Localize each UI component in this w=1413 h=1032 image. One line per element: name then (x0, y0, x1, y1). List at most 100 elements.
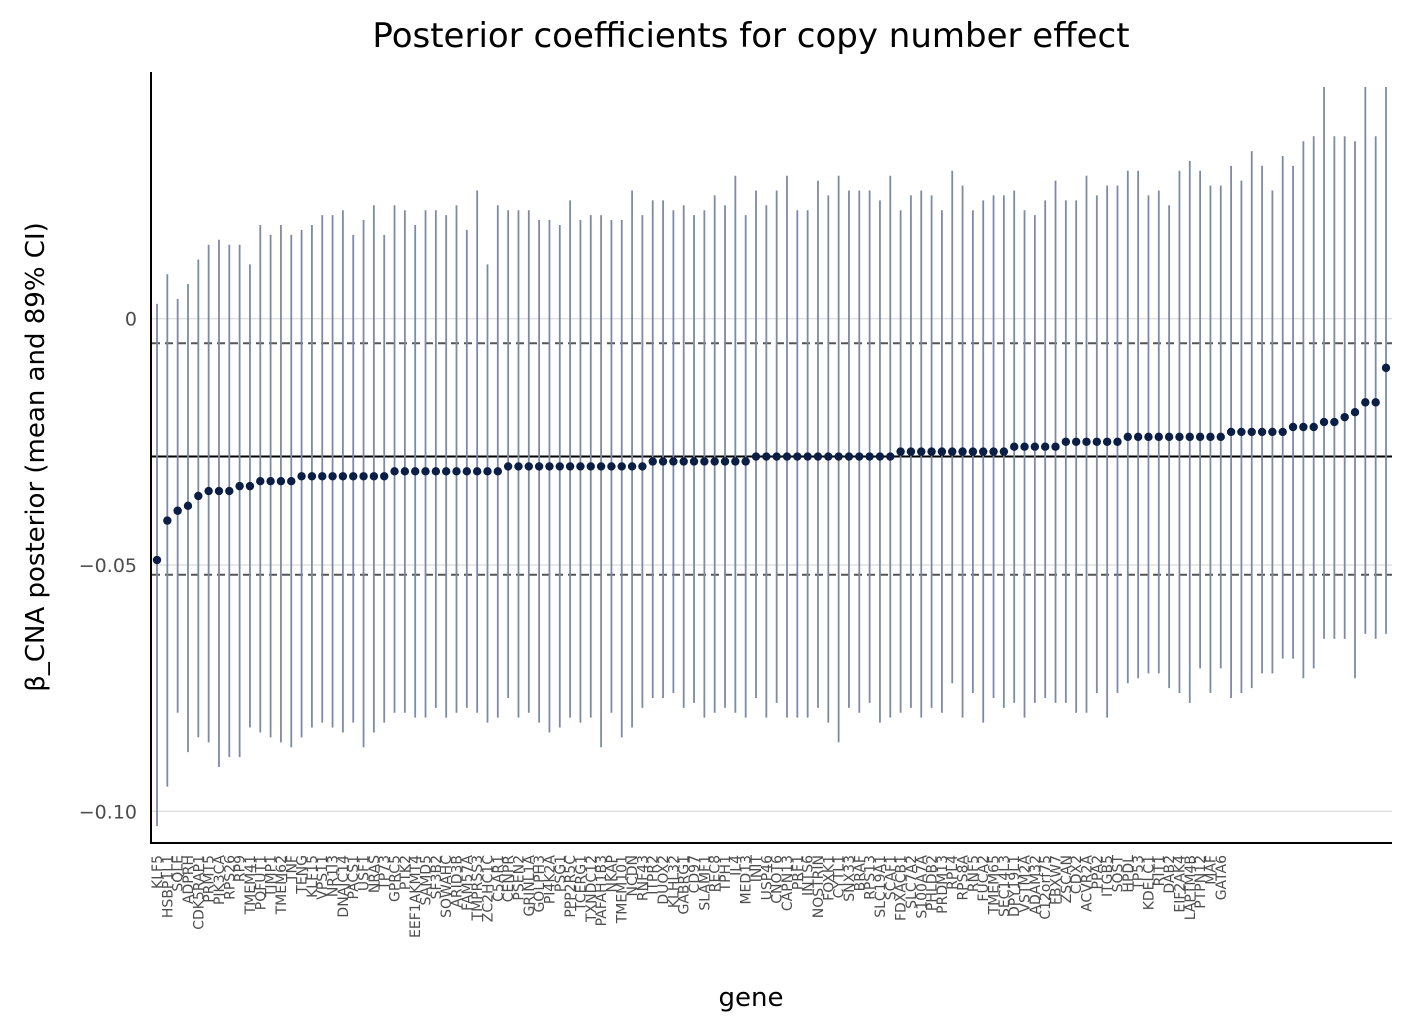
point-undefined (1361, 398, 1370, 407)
point-INIT (751, 452, 761, 461)
y-axis-title: β_CNA posterior (mean and 89% CI) (21, 222, 51, 692)
point-HPDL (1123, 432, 1133, 442)
point-undefined (1288, 422, 1298, 432)
x-tick-label: IL4 (728, 855, 744, 876)
point-TMEM65 (989, 447, 998, 456)
point-undefined (1330, 417, 1339, 427)
x-tick-label: LAPTM4B (1183, 855, 1199, 920)
x-tick-label: NRAS (367, 855, 383, 893)
point-NCDN (627, 462, 637, 471)
point-RPS13 (865, 452, 874, 461)
x-tick-label: RPS26 (222, 855, 238, 900)
point-PAFAH1B3 (596, 462, 606, 471)
point-POFUT1 (256, 476, 265, 486)
point-RNF43 (638, 462, 647, 471)
x-tick-label: FDXACB1 (894, 855, 910, 921)
x-tick-label: POFUT1 (253, 855, 269, 910)
point-TXNDC12 (586, 462, 595, 471)
x-tick-label: PTPN12 (1193, 855, 1209, 909)
x-tick-label: PTK2 (398, 855, 414, 890)
x-tick-label: SLAMF1 (697, 855, 713, 911)
x-tick-label: TCERG1 (573, 855, 589, 912)
point-RP9 (235, 481, 244, 491)
x-tick-label: VPS11 (315, 855, 331, 900)
x-tick-label: ITPR2 (646, 855, 662, 895)
point-KLF5 (152, 555, 162, 565)
x-tick-label: FUCA2 (976, 855, 992, 902)
point-FBXW7 (1051, 442, 1060, 451)
point-undefined (1268, 427, 1277, 437)
x-tick-label: TP73 (377, 855, 393, 891)
x-tick-label: RP9 (233, 855, 249, 882)
point-SLC19A1 (875, 452, 885, 461)
point-KDELC1 (1144, 432, 1153, 442)
point-undefined (1371, 398, 1380, 407)
x-tick-label: TMPRSS3 (470, 855, 486, 921)
x-tick-label: RPS8A (956, 855, 972, 901)
x-tick-label: NOSTRIN (811, 855, 827, 918)
x-tick-label: CDX2 (1069, 855, 1085, 894)
x-tick-label: DPY19L1 (1007, 855, 1023, 917)
point-DPY19L1 (1010, 442, 1019, 451)
point-FAM57A (462, 467, 472, 476)
x-tick-label: RNF43 (635, 855, 651, 901)
point-undefined (1340, 412, 1349, 422)
point-TP73 (380, 472, 389, 481)
point-PACS1 (349, 472, 358, 481)
point-undefined (1309, 422, 1318, 432)
point-EIF2AK4 (1175, 432, 1184, 442)
point-PHLDB2 (927, 447, 936, 456)
x-tick-label: PSG1 (553, 855, 569, 892)
point-TMPRSS3 (472, 467, 482, 476)
point-TNF (287, 476, 296, 486)
x-tick-label: PRMT5 (202, 855, 218, 903)
x-tick-label: DAB2 (1162, 855, 1178, 894)
point-TPH1 (720, 457, 730, 466)
x-tick-label: DUOX2 (656, 855, 672, 905)
point-PRF1 (793, 452, 802, 461)
x-tick-label: SLC7A2 (904, 855, 920, 909)
x-tick-label: HPDL (1121, 855, 1137, 893)
axes (150, 72, 1392, 844)
point-BRAF (855, 452, 864, 461)
point-GATA6 (1216, 432, 1225, 442)
point-FOXK1 (824, 452, 833, 461)
x-tick-label: TP53 (1131, 855, 1147, 891)
x-tick-label: GOLPH3 (532, 855, 548, 913)
point-GOLPH3 (534, 462, 544, 471)
x-tick-label: GPRC5 (388, 855, 404, 902)
point-PPA2 (1092, 437, 1102, 446)
credible-intervals (156, 87, 1387, 827)
x-tick-label: SAMD5 (419, 855, 435, 906)
x-tick-label: USF1 (357, 855, 373, 891)
x-tick-label: FAM57A (460, 855, 476, 911)
x-tick-label: C5AR1 (491, 855, 507, 902)
reference-lines (152, 342, 1392, 576)
x-tick-label: TXNDC12 (584, 855, 600, 923)
point-CAPN13 (782, 452, 792, 461)
point-SCAF1 (886, 452, 895, 461)
point-SOWAHC (441, 467, 451, 476)
x-tick-label: PRF1 (790, 855, 806, 890)
point-C5AR1 (493, 467, 503, 476)
point-SF3B2 (431, 467, 441, 476)
point-ZSCAN (1061, 437, 1071, 446)
x-tick-label: PSEN2 (511, 855, 527, 901)
point-undefined (1350, 408, 1360, 417)
x-tick-label: TMEM62 (274, 855, 290, 915)
x-tick-label: VSTM2A (1018, 855, 1034, 913)
x-tick-label: GABRG1 (677, 855, 693, 915)
point-CDK5RAP1 (194, 491, 203, 501)
x-tick-label: PAFAH1B3 (594, 855, 610, 926)
y-tick-label: 0 (125, 309, 137, 331)
x-tick-label: BRAF (852, 855, 868, 891)
x-tick-label: TMEM41 (243, 855, 259, 915)
x-tick-label: FOXK1 (821, 855, 837, 901)
point-REC8 (710, 457, 719, 466)
point-PTK2 (400, 467, 410, 476)
point-GPRC5 (390, 467, 399, 476)
x-tick-label: PIK3CA (212, 855, 228, 905)
x-tick-label: MED13 (739, 855, 755, 905)
point-KLF15 (307, 472, 317, 481)
point-FDXACB1 (896, 447, 905, 456)
